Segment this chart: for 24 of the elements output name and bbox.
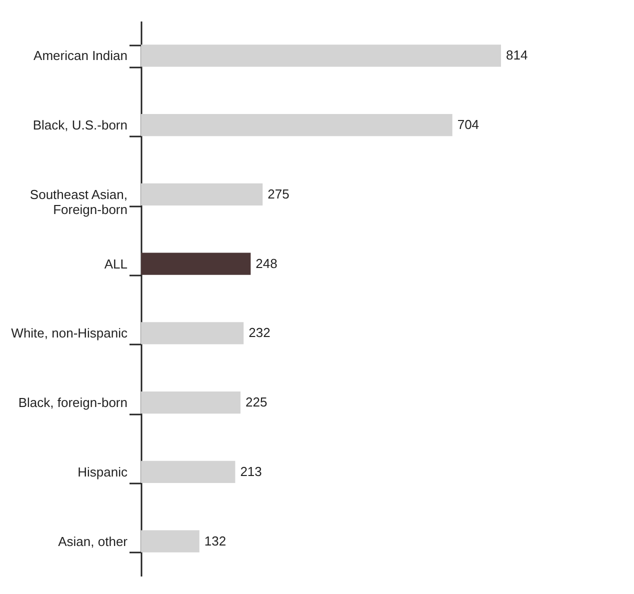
data-label: 225 (246, 394, 268, 410)
bar (141, 183, 263, 206)
bar (141, 114, 452, 136)
y-tick-label: American Indian (34, 48, 128, 64)
bar (141, 252, 251, 275)
data-label: 248 (256, 256, 278, 271)
data-label: 132 (204, 533, 226, 548)
bar (141, 391, 241, 414)
data-label: 814 (506, 48, 528, 63)
bar (141, 322, 244, 344)
data-label: 232 (248, 325, 270, 340)
bar (141, 460, 236, 484)
y-tick-label: Hispanic (78, 464, 128, 480)
data-label: 275 (268, 186, 290, 202)
y-tick-label: Southeast Asian, Foreign-born (30, 186, 128, 217)
y-tick-label: Black, U.S.-born (32, 118, 128, 133)
y-tick-label: Asian, other (58, 534, 128, 549)
y-tick-label: White, non-Hispanic (11, 326, 128, 341)
bar (141, 44, 501, 67)
y-tick-label: ALL (104, 256, 128, 272)
y-tick-label: Black, foreign-born (18, 395, 128, 410)
data-label: 213 (240, 464, 262, 479)
bar (141, 530, 200, 552)
data-label: 704 (457, 117, 480, 132)
